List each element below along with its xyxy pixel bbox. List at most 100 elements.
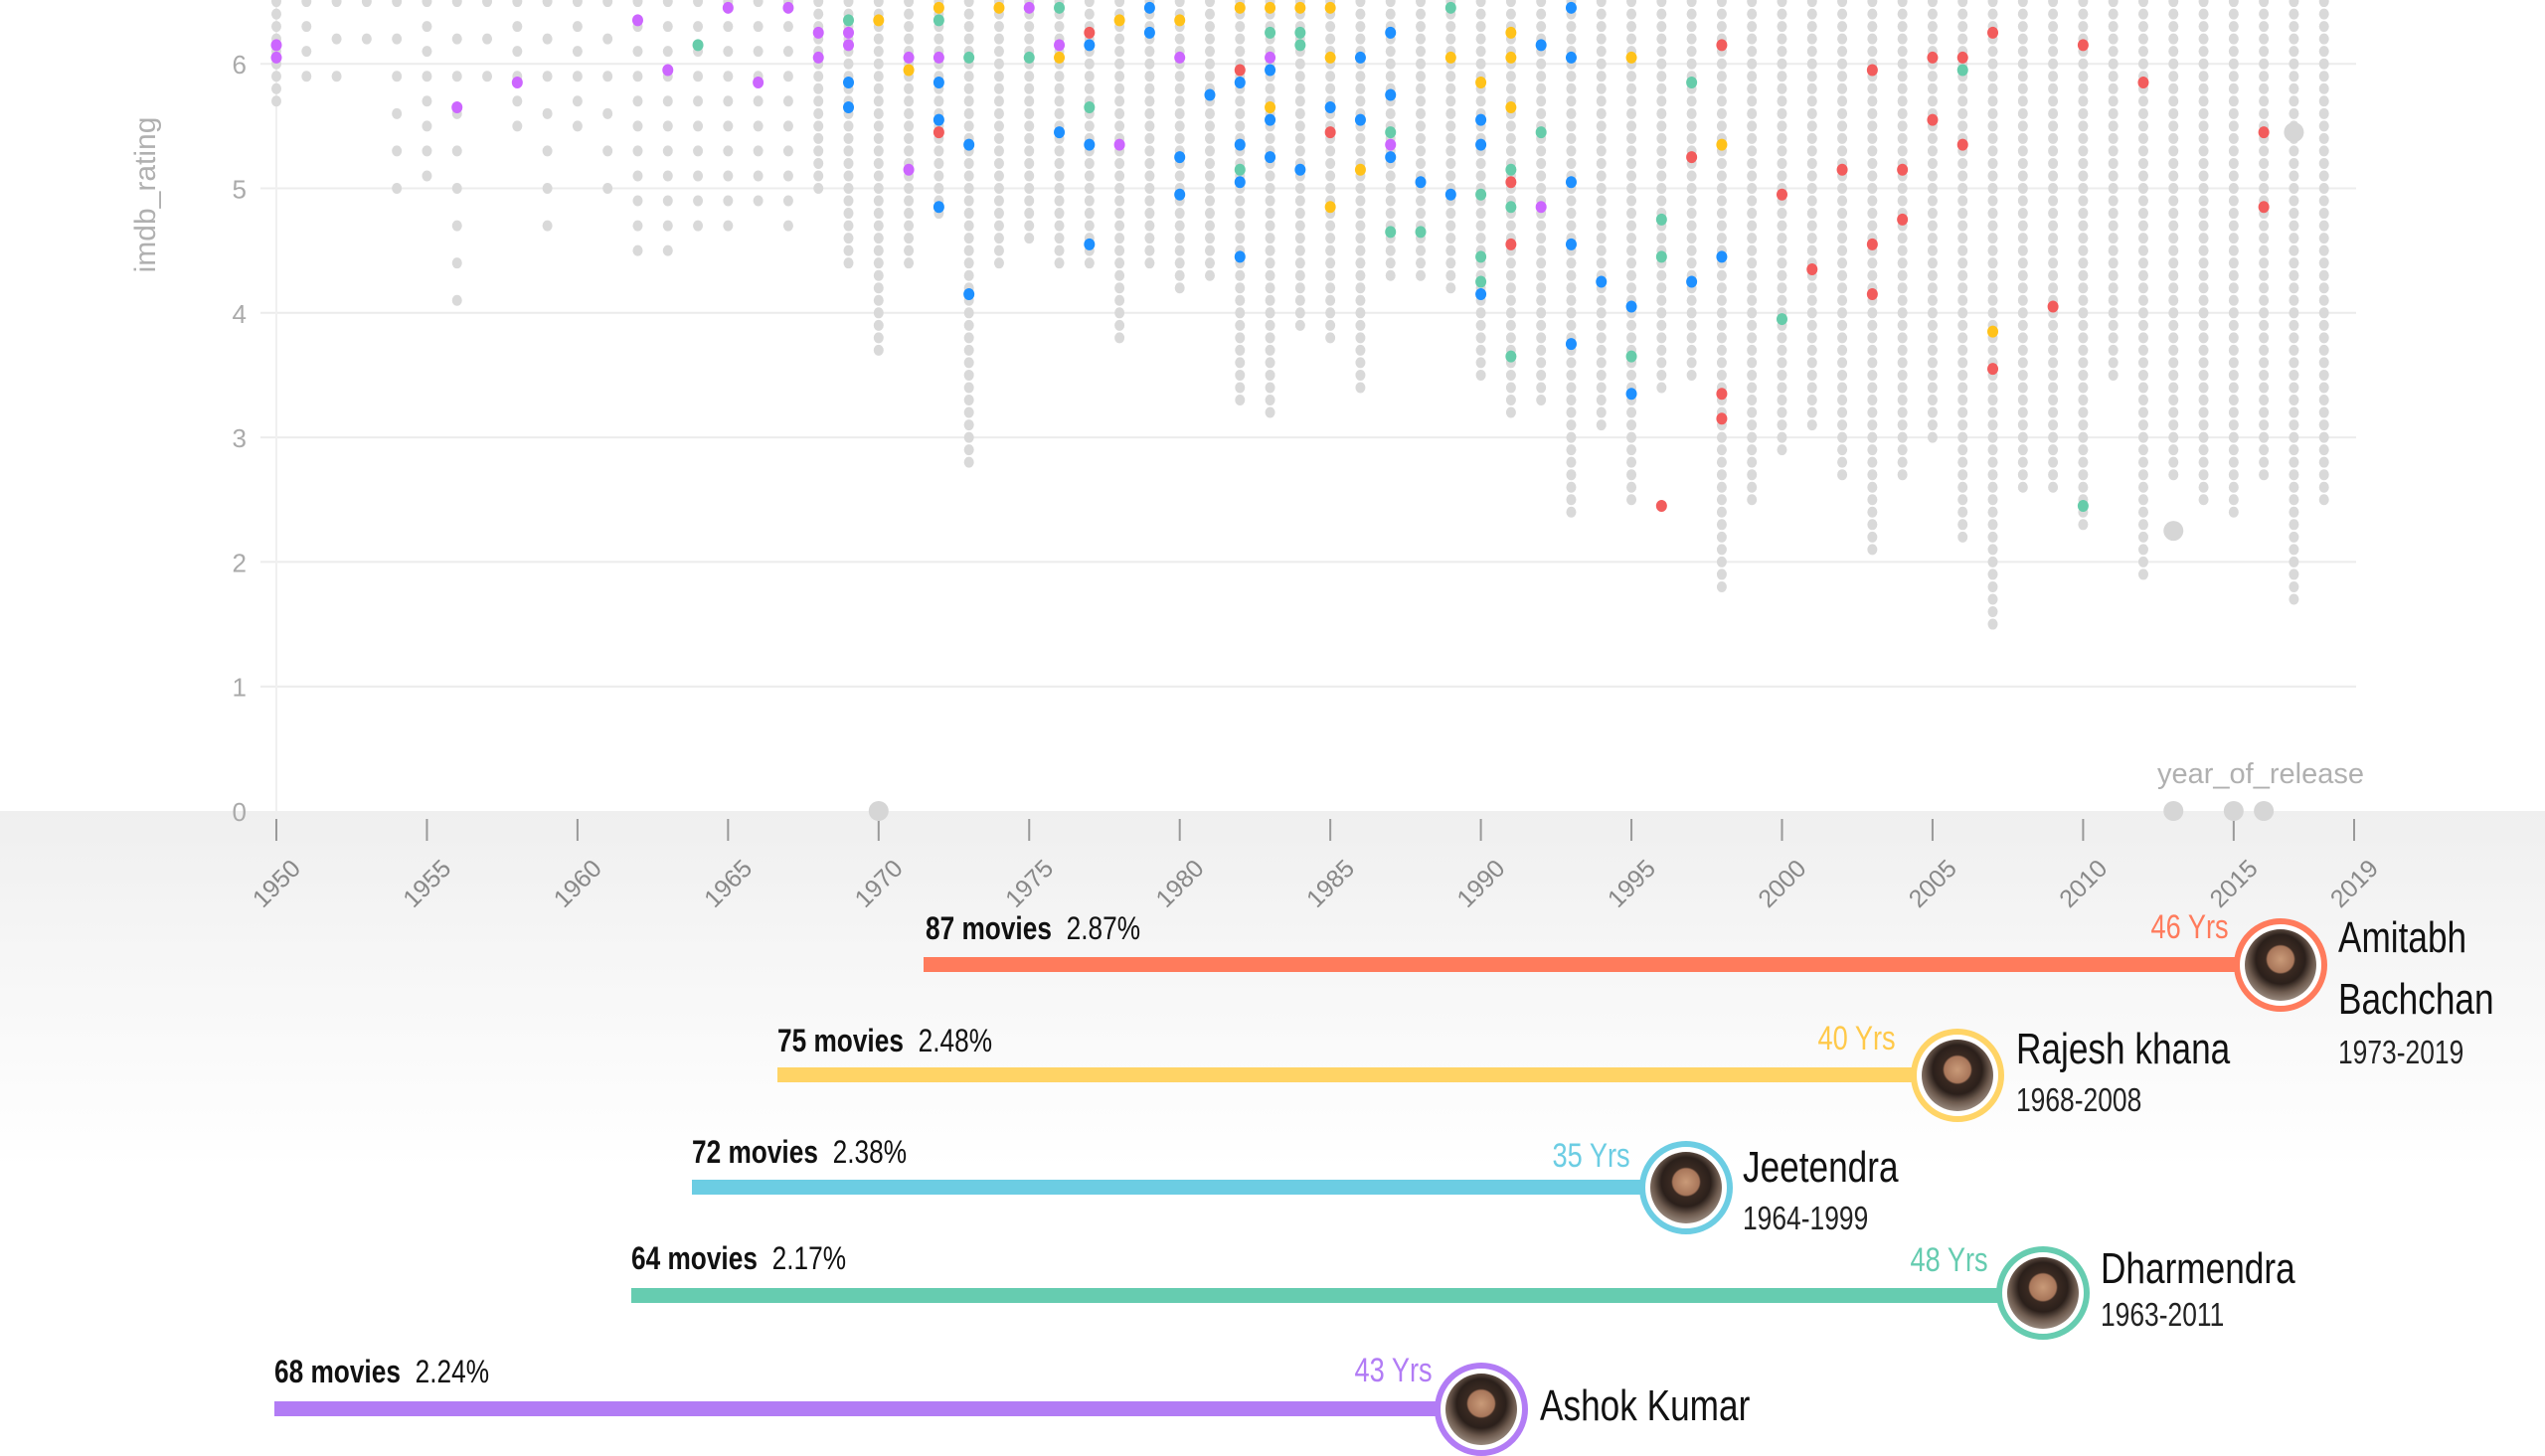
data-point-other: [1747, 233, 1758, 244]
data-point-other: [2137, 157, 2148, 169]
data-point-other: [1777, 419, 1787, 431]
data-point-rajesh-khana: [1444, 51, 1456, 64]
data-point-other: [1144, 120, 1155, 132]
data-point-other: [1475, 157, 1486, 169]
data-point-other: [2198, 183, 2209, 194]
data-point-other: [1626, 456, 1637, 468]
data-point-other: [1596, 294, 1607, 306]
data-point-other: [1897, 82, 1908, 94]
data-point-other: [1747, 21, 1758, 33]
data-point-other: [1325, 233, 1336, 244]
data-point-other: [1837, 294, 1848, 306]
data-point-jeetendra: [1084, 138, 1096, 151]
data-point-other: [1957, 257, 1968, 269]
data-point-other: [2108, 8, 2119, 20]
data-point-other: [1777, 257, 1787, 269]
data-point-other: [873, 269, 884, 281]
data-point-other: [1505, 120, 1516, 132]
data-point-other: [632, 170, 643, 182]
data-point-other: [1897, 195, 1908, 207]
data-point-ashok-kumar: [753, 76, 764, 88]
data-point-other: [662, 0, 673, 8]
data-point-other: [1294, 294, 1305, 306]
data-point-other: [1987, 195, 1998, 207]
career-length: 43 Yrs: [1354, 1352, 1433, 1389]
data-point-other: [2168, 244, 2179, 256]
data-point-other: [2017, 21, 2028, 33]
data-point-other: [1626, 431, 1637, 443]
data-point-other: [904, 208, 915, 220]
data-point-jeetendra: [1565, 51, 1577, 64]
data-point-other: [1656, 21, 1667, 33]
data-point-other: [1837, 369, 1848, 381]
data-point-dharmendra: [1686, 76, 1698, 88]
data-point-other: [1716, 531, 1727, 543]
data-point-other: [572, 0, 583, 8]
data-point-other: [2259, 257, 2270, 269]
data-point-other: [1747, 82, 1758, 94]
data-point-other: [1084, 170, 1095, 182]
timeline-background: [0, 811, 2545, 1169]
actor-photo: [1922, 1040, 1993, 1111]
data-point-other: [1596, 395, 1607, 406]
data-point-other: [1626, 233, 1637, 244]
data-point-other: [1566, 157, 1577, 169]
data-point-other: [1777, 58, 1787, 70]
data-point-other: [2168, 8, 2179, 20]
data-point-other: [843, 257, 854, 269]
data-point-other: [873, 332, 884, 344]
data-point-other: [2228, 456, 2239, 468]
data-point-other: [1596, 208, 1607, 220]
data-point-other: [2078, 145, 2089, 157]
data-point-other: [1987, 481, 1998, 493]
data-point-ashok-kumar: [451, 101, 463, 114]
data-point-other: [2078, 307, 2089, 319]
data-point-other: [2078, 319, 2089, 331]
data-point-other: [2108, 145, 2119, 157]
data-point-other: [1566, 195, 1577, 207]
data-point-other: [2289, 220, 2299, 232]
data-point-other: [904, 244, 915, 256]
data-point-other: [1987, 395, 1998, 406]
data-point-other: [1747, 357, 1758, 369]
data-point-other: [1927, 170, 1938, 182]
data-point-other: [1204, 107, 1215, 119]
data-point-other: [1716, 456, 1727, 468]
data-point-other: [1777, 145, 1787, 157]
data-point-other: [1626, 82, 1637, 94]
data-point-other: [2289, 58, 2299, 70]
data-point-other: [2228, 183, 2239, 194]
data-point-other: [1626, 332, 1637, 344]
movie-share: 2.17%: [771, 1240, 847, 1276]
movie-share: 2.87%: [1066, 910, 1141, 946]
data-point-other: [963, 369, 974, 381]
data-point-other: [1806, 419, 1817, 431]
data-point-other: [2289, 444, 2299, 456]
data-point-other: [1927, 220, 1938, 232]
data-point-other: [993, 82, 1004, 94]
data-point-other: [1505, 8, 1516, 20]
data-point-other: [1686, 58, 1697, 70]
data-point-other: [2078, 195, 2089, 207]
data-point-other: [2078, 395, 2089, 406]
data-point-other: [2228, 58, 2239, 70]
data-point-other: [1686, 332, 1697, 344]
data-point-other: [662, 220, 673, 232]
data-point-other: [422, 170, 432, 182]
data-point-other: [963, 332, 974, 344]
data-point-other: [2078, 157, 2089, 169]
data-point-other: [873, 220, 884, 232]
data-point-other: [2048, 382, 2059, 394]
data-point-other: [2017, 344, 2028, 356]
data-point-other: [1777, 344, 1787, 356]
data-point-other: [2048, 431, 2059, 443]
data-point-other: [2137, 269, 2148, 281]
data-point-jeetendra: [933, 201, 944, 214]
data-point-other: [2289, 46, 2299, 58]
data-point-other: [2017, 382, 2028, 394]
data-point-other: [1626, 220, 1637, 232]
data-point-other: [2048, 8, 2059, 20]
data-point-other: [1626, 170, 1637, 182]
career-span: 1968-2008: [2016, 1081, 2142, 1118]
data-point-other: [1897, 282, 1908, 294]
